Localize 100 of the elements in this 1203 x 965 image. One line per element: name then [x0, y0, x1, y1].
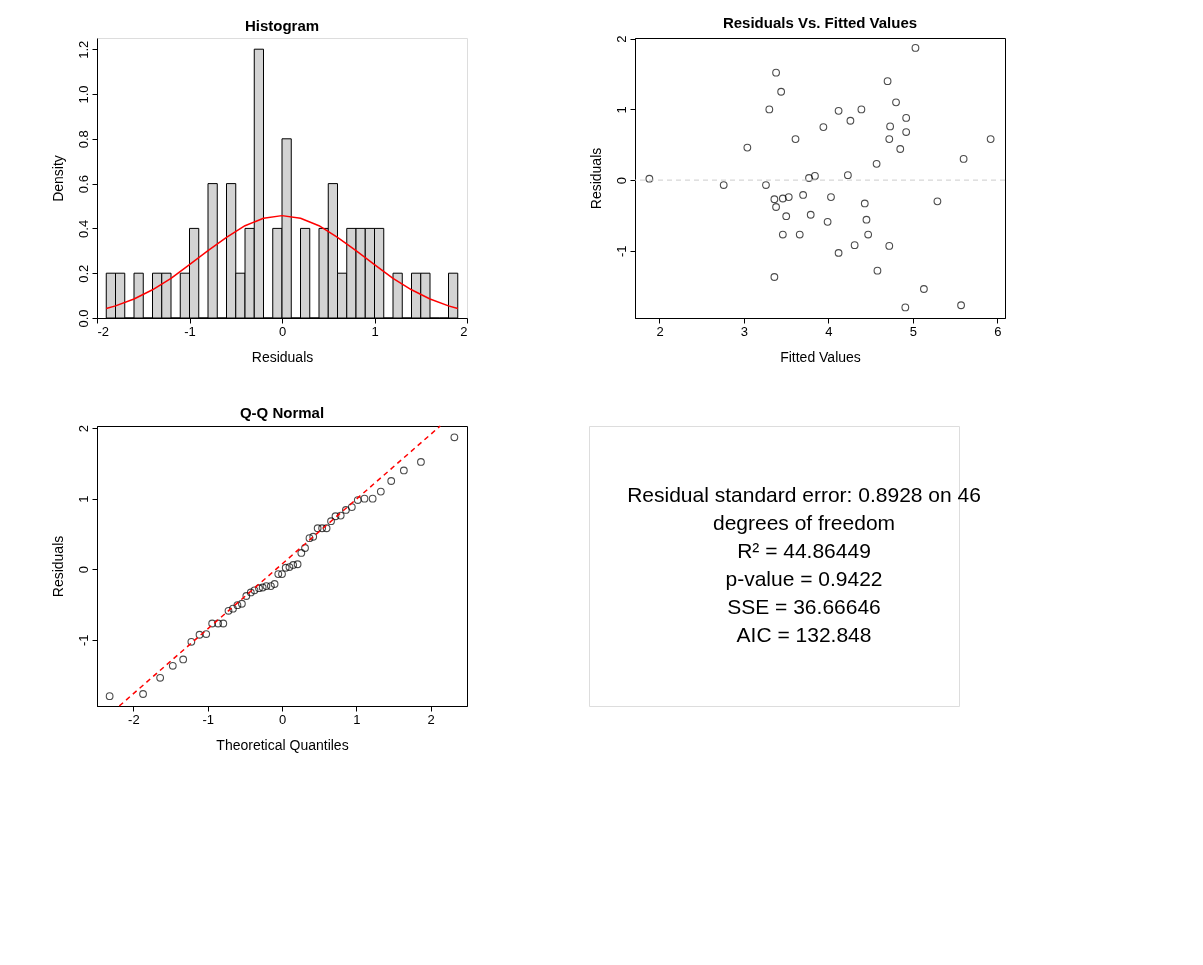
point: [331, 512, 340, 521]
point: [105, 692, 114, 701]
point: [823, 217, 832, 226]
y-tick-label: 0.8: [75, 130, 91, 149]
point: [187, 637, 196, 646]
point: [791, 135, 800, 144]
y-axis-title: Density: [49, 155, 66, 202]
x-tick-label: -2: [128, 711, 140, 727]
point: [772, 68, 780, 77]
point: [281, 563, 290, 572]
chart-title: Q-Q Normal: [239, 403, 325, 421]
x-axis-title: Fitted Values: [780, 348, 861, 365]
point: [318, 524, 327, 533]
x-tick-label: 5: [909, 323, 918, 339]
point: [387, 477, 396, 485]
point: [327, 517, 335, 526]
point: [360, 494, 369, 503]
text: SSE = 36.66646: [727, 595, 881, 618]
point: [819, 123, 828, 131]
point: [885, 241, 894, 250]
point: [139, 690, 147, 698]
point: [262, 582, 271, 590]
point: [778, 230, 787, 239]
point: [293, 560, 302, 569]
point: [782, 212, 791, 221]
point: [229, 604, 237, 613]
point: [289, 561, 298, 569]
point: [336, 511, 345, 520]
point: [883, 77, 892, 86]
point: [843, 171, 852, 180]
y-tick-label: 0.6: [75, 175, 91, 194]
point: [834, 249, 843, 257]
x-tick-label: -2: [97, 323, 110, 339]
x-tick-label: -1: [202, 711, 214, 727]
x-tick-label: 1: [353, 711, 361, 727]
chart-title: Residuals Vs. Fitted Values: [722, 14, 918, 32]
point: [850, 241, 859, 250]
x-tick-label: 3: [740, 323, 749, 339]
y-axis-title: Residuals: [587, 147, 604, 210]
point: [986, 135, 995, 144]
point: [806, 210, 815, 219]
x-tick-label: 0: [278, 711, 287, 727]
point: [827, 193, 835, 201]
text: p-value = 0.9422: [725, 567, 883, 590]
point: [179, 655, 188, 664]
x-axis-title: Theoretical Quantiles: [216, 736, 349, 753]
x-tick-label: 2: [427, 711, 435, 727]
point: [872, 159, 881, 168]
x-tick-label: 6: [994, 323, 1002, 339]
point: [933, 197, 942, 206]
point: [770, 195, 779, 204]
point: [353, 496, 362, 504]
point: [772, 203, 780, 211]
point: [834, 106, 843, 115]
point: [417, 458, 425, 466]
y-tick-label: 0.2: [75, 264, 91, 283]
y-tick-label: -1: [613, 245, 629, 258]
point: [309, 532, 318, 541]
point: [799, 191, 808, 199]
point: [902, 114, 911, 122]
point: [313, 524, 322, 533]
point: [233, 601, 242, 610]
point: [285, 563, 294, 571]
x-tick-label: -1: [184, 323, 196, 339]
y-tick-label: 0: [613, 177, 629, 185]
point: [864, 230, 873, 239]
point: [214, 619, 223, 628]
point: [208, 619, 217, 628]
point: [770, 273, 779, 281]
point: [811, 171, 819, 180]
point: [274, 570, 283, 579]
point: [168, 661, 177, 670]
point: [762, 181, 770, 189]
y-tick-label: 1.2: [75, 40, 91, 59]
point: [857, 105, 866, 114]
x-tick-label: 2: [656, 323, 664, 339]
point: [846, 116, 855, 125]
point: [270, 580, 279, 588]
point: [450, 433, 459, 442]
point: [368, 494, 377, 503]
point: [224, 606, 233, 615]
x-axis-title: Residuals: [251, 348, 314, 365]
y-tick-label: 0: [75, 566, 91, 574]
y-tick-label: 0.0: [75, 309, 91, 328]
point: [959, 155, 968, 163]
x-tick-label: 2: [460, 323, 468, 339]
point: [246, 588, 255, 597]
point: [885, 135, 894, 144]
point: [784, 193, 793, 201]
point: [250, 586, 259, 595]
point: [892, 98, 900, 107]
line-series: [105, 214, 459, 310]
point: [743, 143, 752, 152]
point: [258, 583, 267, 592]
point: [902, 128, 911, 136]
point: [237, 599, 246, 608]
text: Residual standard error: 0.8928 on 46 degrees of freedom: [627, 483, 981, 534]
x-tick-label: 4: [825, 323, 833, 339]
y-tick-label: 1.0: [75, 85, 91, 104]
point: [873, 266, 882, 275]
